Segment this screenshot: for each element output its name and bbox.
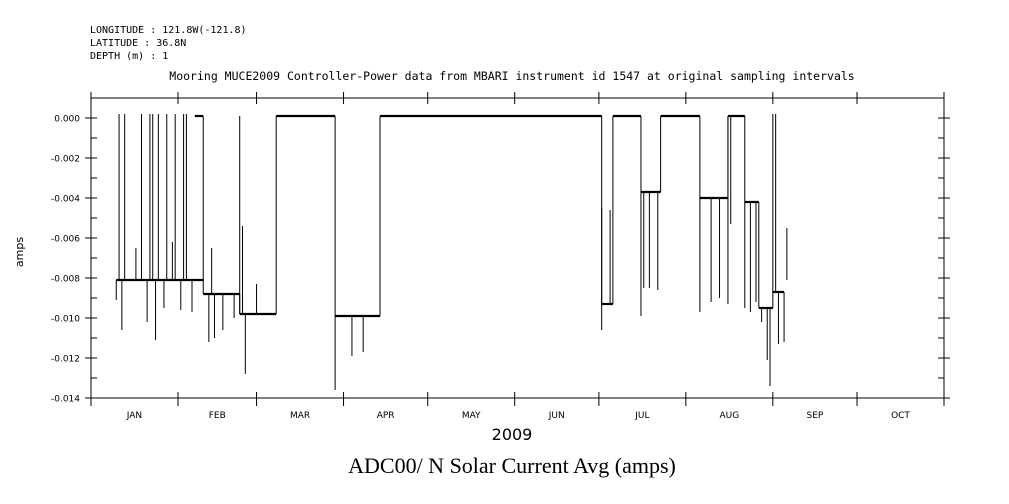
chart: 0.000 -0.002 -0.004 -0.006 -0.008 -0.010 -0.01… — [13, 92, 950, 444]
y-tick-label: -0.010 — [51, 315, 80, 325]
x-tick-label: JAN — [126, 411, 142, 421]
x-tick-label: SEP — [807, 411, 824, 421]
depth-label: DEPTH (m) : 1 — [90, 51, 169, 62]
axes-layer: 0.000 -0.002 -0.004 -0.006 -0.008 -0.010 -0.01… — [51, 92, 950, 421]
x-tick-label: JUL — [634, 411, 649, 421]
y-tick-label: 0.000 — [54, 115, 80, 125]
longitude-label: LONGITUDE : 121.8W(-121.8) — [90, 25, 247, 36]
x-tick-label: APR — [377, 411, 395, 421]
x-tick-label: JUN — [548, 411, 565, 421]
y-axis-label: amps — [13, 237, 26, 267]
y-tick-label: -0.006 — [51, 235, 80, 245]
plot-frame — [90, 97, 945, 399]
y-tick-label: -0.014 — [51, 395, 80, 405]
x-tick-label: AUG — [719, 411, 739, 421]
y-tick-label: -0.008 — [51, 275, 80, 285]
plot-title: Mooring MUCE2009 Controller-Power data f… — [169, 69, 855, 83]
latitude-label: LATITUDE : 36.8N — [90, 38, 187, 49]
x-tick-label: MAR — [290, 411, 310, 421]
x-tick-label: OCT — [891, 411, 910, 421]
x-tick-label: MAY — [462, 411, 481, 421]
main-title: ADC00/ N Solar Current Avg (amps) — [348, 453, 676, 478]
x-tick-label: FEB — [209, 411, 226, 421]
data-layer — [115, 114, 788, 390]
y-tick-label: -0.002 — [51, 155, 80, 165]
x-axis-label: 2009 — [492, 425, 533, 444]
y-tick-label: -0.004 — [51, 195, 80, 205]
y-tick-label: -0.012 — [51, 355, 80, 365]
